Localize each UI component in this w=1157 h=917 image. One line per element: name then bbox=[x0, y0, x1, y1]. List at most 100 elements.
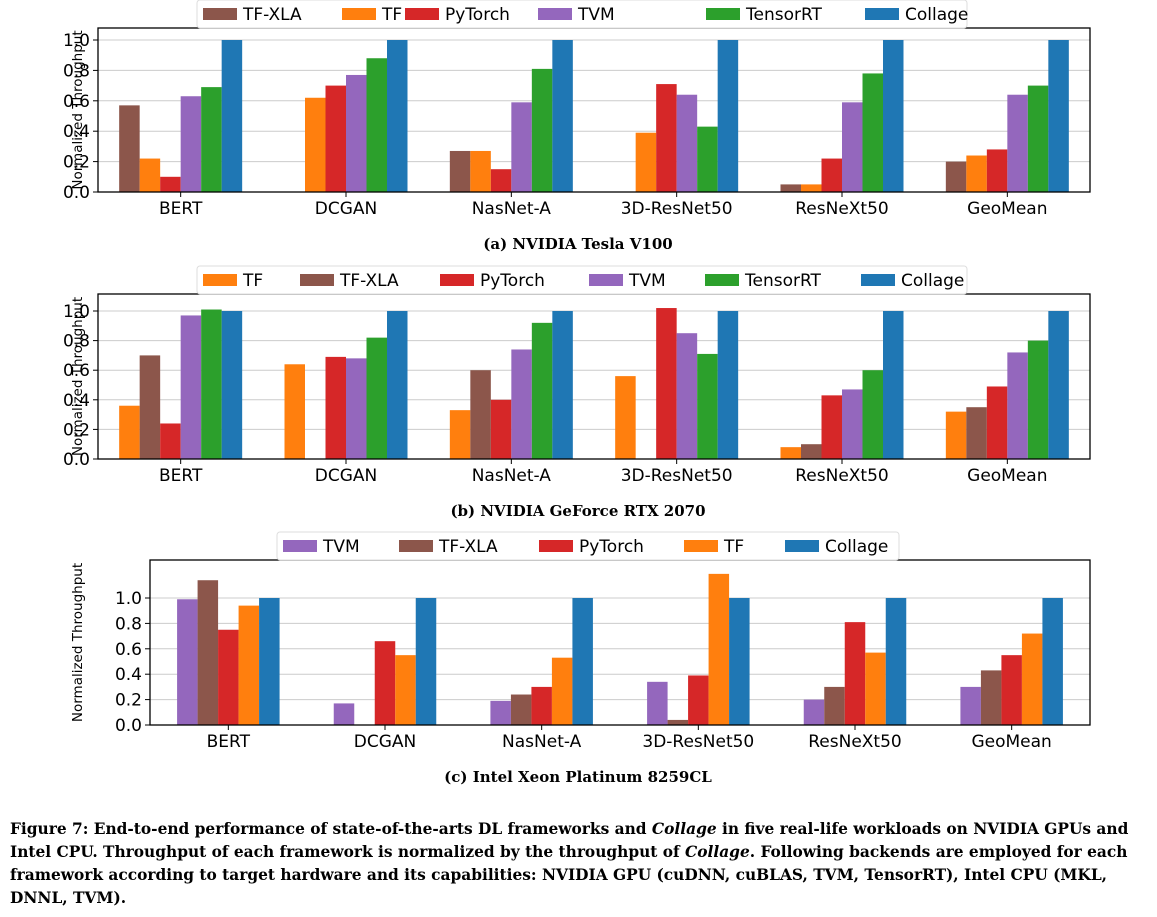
legend-swatch bbox=[203, 274, 237, 286]
bar-tf bbox=[615, 376, 636, 459]
bar-collage bbox=[221, 40, 243, 192]
bar-tensorrt bbox=[366, 58, 387, 192]
bar-tvm bbox=[1007, 94, 1028, 192]
subfigure-caption: (b) NVIDIA GeForce RTX 2070 bbox=[450, 502, 705, 520]
legend-label: TensorRT bbox=[744, 271, 822, 291]
y-tick-label: 0.4 bbox=[63, 391, 90, 411]
y-tick-label: 0.8 bbox=[63, 61, 90, 81]
y-axis-label: Normalized Throughput bbox=[70, 563, 86, 722]
bar-pytorch bbox=[374, 641, 396, 725]
bar-pytorch bbox=[656, 84, 677, 192]
bar-tf bbox=[139, 158, 161, 192]
legend-label: PyTorch bbox=[445, 5, 510, 25]
bar-tvm bbox=[333, 703, 355, 725]
legend-label: TVM bbox=[628, 271, 666, 291]
legend-label: TF bbox=[381, 5, 402, 25]
legend-swatch bbox=[684, 540, 718, 552]
y-tick-label: 0.0 bbox=[63, 450, 90, 470]
bar-tvm bbox=[346, 74, 367, 192]
bar-collage bbox=[1048, 311, 1069, 459]
legend-swatch bbox=[283, 540, 317, 552]
legend-label: TF-XLA bbox=[242, 5, 302, 25]
caption-text-2: in five real-life workloads on NVIDIA GP… bbox=[10, 820, 1129, 861]
y-tick-label: 0.0 bbox=[63, 183, 90, 203]
bar-pytorch bbox=[688, 675, 709, 725]
legend-swatch bbox=[706, 8, 740, 20]
y-tick-label: 0.2 bbox=[63, 420, 90, 440]
caption-emphasis-1: Collage bbox=[651, 820, 717, 838]
legend: TVM TF-XLA PyTorch TF Collage bbox=[276, 531, 900, 561]
x-tick-label: DCGAN bbox=[315, 466, 377, 486]
plot-frame bbox=[149, 559, 1091, 726]
bar-tensorrt bbox=[862, 370, 883, 459]
bar-tf-xla bbox=[667, 719, 689, 725]
bar-collage bbox=[221, 311, 243, 459]
bar-tf bbox=[1021, 633, 1043, 725]
bar-tf bbox=[966, 155, 987, 192]
bar-tvm bbox=[647, 681, 668, 725]
bar-tf-xla bbox=[449, 150, 471, 192]
bar-tensorrt bbox=[531, 322, 553, 459]
bar-tf bbox=[635, 132, 657, 192]
bar-tensorrt bbox=[697, 353, 718, 459]
legend-label: TensorRT bbox=[745, 5, 823, 25]
y-tick-label: 0.6 bbox=[63, 92, 90, 112]
subfigure-caption: (c) Intel Xeon Platinum 8259CL bbox=[444, 768, 712, 786]
legend-label: TF-XLA bbox=[438, 537, 498, 557]
y-tick-label: 1.0 bbox=[63, 31, 90, 51]
y-axis-label: Normalized Throughput bbox=[70, 297, 86, 456]
bar-collage bbox=[387, 40, 408, 192]
x-tick-label: 3D-ResNet50 bbox=[621, 199, 733, 219]
legend-swatch bbox=[405, 8, 439, 20]
legend-label: TF-XLA bbox=[339, 271, 399, 291]
chart-panel-2: 0.0 0.2 0.4 0.6 0.8 1.0 BERT DCGAN NasNet-A 3D-Re… bbox=[63, 265, 1091, 520]
legend-box bbox=[196, 0, 968, 29]
bar-pytorch bbox=[821, 158, 842, 192]
legend-label: Collage bbox=[905, 5, 968, 25]
x-tick-label: ResNeXt50 bbox=[808, 732, 901, 752]
bar-tensorrt bbox=[201, 87, 222, 192]
bar-tf-xla bbox=[801, 444, 822, 459]
bar-tvm bbox=[511, 349, 532, 459]
x-tick-label: GeoMean bbox=[967, 199, 1047, 219]
legend-swatch bbox=[300, 274, 334, 286]
legend-swatch bbox=[865, 8, 899, 20]
chart-panel-3: 0.0 0.2 0.4 0.6 0.8 1.0 BERT DCGAN NasNet-A 3D-Re… bbox=[70, 531, 1091, 786]
bar-tf bbox=[708, 573, 730, 725]
x-tick-label: BERT bbox=[159, 199, 203, 219]
bar-collage bbox=[885, 598, 907, 725]
bar-tvm bbox=[177, 599, 198, 725]
bar-tf bbox=[945, 411, 967, 459]
bar-pytorch bbox=[656, 308, 677, 459]
legend-swatch bbox=[861, 274, 895, 286]
bar-tvm bbox=[511, 102, 532, 192]
legend-box bbox=[196, 265, 968, 295]
bar-collage bbox=[883, 40, 904, 192]
legend-swatch bbox=[705, 274, 739, 286]
x-tick-label: GeoMean bbox=[971, 732, 1051, 752]
legend-label: Collage bbox=[901, 271, 964, 291]
bar-tf bbox=[780, 447, 801, 459]
bar-collage bbox=[552, 311, 573, 459]
caption-text-1: Figure 7: End-to-end performance of stat… bbox=[10, 820, 652, 838]
bar-pytorch bbox=[531, 686, 552, 725]
x-tick-label: ResNeXt50 bbox=[795, 466, 888, 486]
legend-label: TVM bbox=[577, 5, 615, 25]
x-tick-label: BERT bbox=[207, 732, 251, 752]
legend-swatch bbox=[538, 8, 572, 20]
bar-tensorrt bbox=[862, 73, 883, 192]
bar-tvm bbox=[803, 699, 825, 725]
caption-emphasis-2: Collage bbox=[685, 843, 750, 861]
bar-pytorch bbox=[325, 356, 346, 459]
bar-tf bbox=[470, 150, 491, 192]
legend-label: PyTorch bbox=[480, 271, 545, 291]
x-tick-label: DCGAN bbox=[354, 732, 416, 752]
bar-collage bbox=[883, 311, 904, 459]
bar-tf-xla bbox=[139, 355, 161, 459]
y-tick-label: 0.2 bbox=[63, 153, 90, 173]
bar-pytorch bbox=[986, 149, 1008, 192]
x-tick-label: BERT bbox=[159, 466, 203, 486]
bar-tf-xla bbox=[966, 407, 987, 459]
subfigure-caption: (a) NVIDIA Tesla V100 bbox=[483, 235, 672, 253]
bar-pytorch bbox=[490, 399, 512, 459]
